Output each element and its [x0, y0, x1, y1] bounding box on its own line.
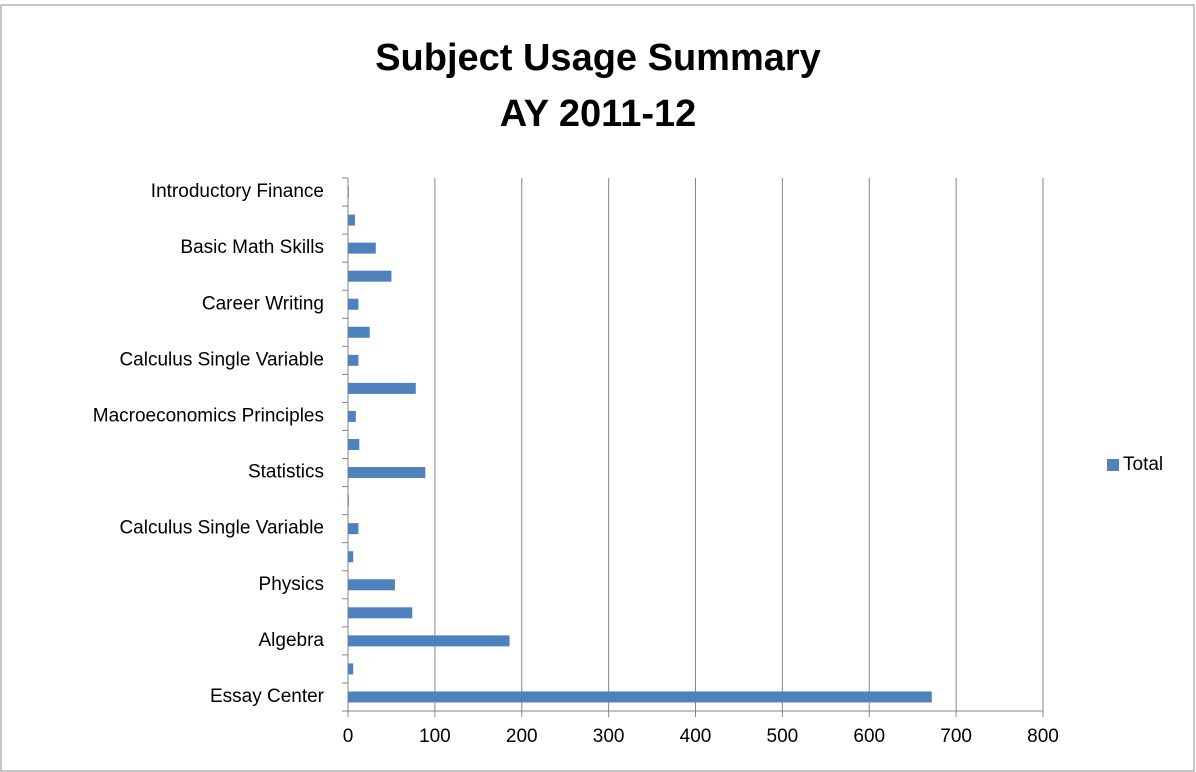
y-tick-label: Statistics: [248, 462, 324, 483]
x-tick-label: 200: [506, 726, 538, 747]
y-tick-label: Calculus Single Variable: [119, 349, 324, 370]
y-tick-label: Essay Center: [210, 686, 325, 707]
y-tick-label: Introductory Finance: [151, 181, 324, 202]
legend-swatch: [1107, 459, 1119, 471]
y-tick-label: Career Writing: [202, 293, 324, 314]
y-tick-label: Macroeconomics Principles: [93, 405, 324, 426]
bar: [348, 326, 370, 338]
bar: [348, 270, 392, 282]
bar: [348, 579, 395, 591]
bar: [348, 354, 359, 366]
bar: [348, 607, 413, 619]
bar: [348, 523, 359, 535]
y-tick-label: Basic Math Skills: [180, 237, 324, 258]
chart-title: Subject Usage Summary: [375, 37, 821, 79]
bar: [348, 439, 360, 450]
bar: [348, 551, 354, 563]
bar: [348, 242, 376, 254]
x-tick-label: 0: [343, 726, 354, 747]
chart-subtitle: AY 2011-12: [500, 93, 697, 135]
x-tick-label: 800: [1027, 726, 1059, 747]
bar: [348, 298, 359, 310]
bar: [348, 186, 349, 198]
y-tick-label: Calculus Single Variable: [119, 518, 324, 539]
x-tick-label: 500: [767, 726, 799, 747]
y-tick-label: Physics: [259, 574, 324, 595]
bar: [348, 467, 426, 479]
bar: [348, 663, 354, 675]
bar: [348, 495, 349, 507]
chart-frame: [0, 4, 1195, 772]
bar: [348, 382, 416, 394]
legend-label: Total: [1123, 454, 1163, 475]
y-tick-label: Algebra: [259, 630, 325, 651]
x-tick-label: 400: [680, 726, 712, 747]
x-tick-label: 100: [419, 726, 451, 747]
bar: [348, 635, 510, 647]
x-tick-label: 700: [940, 726, 972, 747]
bar: [348, 410, 356, 422]
bar: [348, 214, 355, 226]
x-tick-label: 300: [593, 726, 625, 747]
x-tick-label: 600: [853, 726, 885, 747]
bar: [348, 691, 932, 703]
